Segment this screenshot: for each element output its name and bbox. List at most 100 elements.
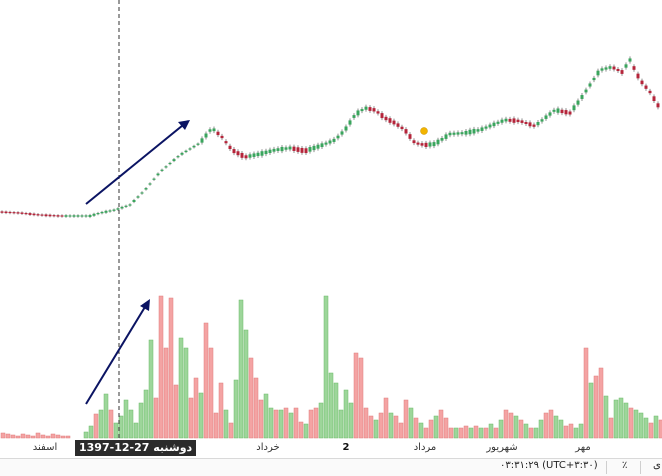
price-candle bbox=[240, 150, 244, 160]
price-candle bbox=[392, 118, 396, 127]
volume-bar bbox=[463, 425, 469, 439]
volume-bar bbox=[228, 422, 234, 439]
volume-bar bbox=[403, 399, 409, 439]
volume-bar bbox=[628, 407, 634, 439]
price-candle bbox=[92, 212, 96, 217]
price-candle bbox=[572, 103, 576, 113]
price-candle bbox=[4, 210, 8, 215]
volume-bar bbox=[163, 347, 169, 439]
price-candle bbox=[76, 214, 80, 218]
volume-bar bbox=[503, 409, 509, 439]
price-candle bbox=[224, 139, 228, 146]
price-candle bbox=[204, 131, 208, 140]
volume-bar bbox=[658, 419, 662, 439]
price-candle bbox=[316, 142, 320, 151]
volume-bar bbox=[513, 415, 519, 439]
price-candle bbox=[52, 214, 56, 218]
volume-bar bbox=[203, 322, 209, 439]
volume-bar bbox=[248, 357, 254, 439]
volume-bar bbox=[83, 431, 89, 439]
clock-timezone-button[interactable]: ۰۳:۳۱:۲۹ (UTC+۳:۳۰) bbox=[500, 460, 598, 471]
price-candle bbox=[424, 140, 428, 149]
price-candle bbox=[120, 205, 124, 210]
volume-bar bbox=[118, 415, 124, 439]
log-scale-button[interactable]: ی bbox=[653, 460, 661, 471]
price-candle bbox=[628, 56, 632, 64]
price-candle bbox=[608, 64, 612, 71]
trend-arrow-volume[interactable] bbox=[85, 301, 149, 405]
volume-bar bbox=[15, 435, 21, 439]
price-candle bbox=[0, 210, 4, 214]
volume-bar bbox=[528, 427, 534, 439]
volume-bar bbox=[483, 427, 489, 439]
volume-bar bbox=[93, 413, 99, 439]
volume-bar bbox=[233, 379, 239, 439]
event-marker[interactable] bbox=[420, 127, 428, 135]
price-candle bbox=[296, 145, 300, 154]
price-candle bbox=[524, 119, 528, 127]
volume-bar bbox=[98, 409, 104, 439]
price-candle bbox=[176, 155, 180, 159]
volume-bar bbox=[20, 433, 26, 439]
volume-bar bbox=[45, 435, 51, 439]
time-axis-tick: 2 bbox=[342, 442, 350, 453]
price-candle bbox=[428, 140, 432, 149]
price-candle bbox=[80, 214, 84, 218]
price-candle bbox=[232, 147, 236, 156]
price-candle bbox=[640, 78, 644, 87]
price-candle bbox=[148, 182, 152, 186]
price-candle bbox=[88, 213, 92, 219]
price-candle bbox=[60, 214, 64, 218]
volume-bar bbox=[473, 425, 479, 439]
price-candle bbox=[172, 158, 176, 163]
percent-scale-button[interactable]: ٪ bbox=[622, 460, 628, 471]
price-candle bbox=[364, 104, 368, 112]
volume-bar bbox=[633, 409, 639, 439]
price-candle bbox=[144, 186, 148, 191]
volume-bar bbox=[283, 407, 289, 439]
time-axis-tick: مهر bbox=[575, 442, 591, 453]
volume-bar bbox=[298, 421, 304, 439]
price-candle bbox=[196, 142, 200, 146]
price-candle bbox=[228, 143, 232, 152]
price-chart[interactable] bbox=[0, 0, 662, 440]
price-candle bbox=[408, 132, 412, 141]
volume-bar bbox=[523, 423, 529, 439]
price-candle bbox=[288, 144, 292, 152]
price-candle bbox=[100, 210, 104, 215]
price-candle bbox=[252, 151, 256, 159]
trend-arrow-price[interactable] bbox=[85, 120, 189, 205]
price-candle bbox=[268, 147, 272, 155]
volume-bar bbox=[408, 407, 414, 439]
price-candle bbox=[96, 211, 100, 216]
volume-bar bbox=[518, 419, 524, 439]
volume-bar bbox=[188, 397, 194, 439]
price-candle bbox=[132, 198, 136, 204]
price-candle bbox=[368, 105, 372, 113]
volume-bar bbox=[40, 434, 46, 439]
volume-bar bbox=[243, 329, 249, 439]
volume-bar bbox=[318, 402, 324, 439]
price-candle bbox=[504, 116, 508, 124]
volume-bar bbox=[333, 382, 339, 439]
price-candle bbox=[556, 106, 560, 115]
price-candle bbox=[384, 114, 388, 123]
volume-bar bbox=[88, 425, 94, 439]
price-candle bbox=[452, 130, 456, 137]
price-candle bbox=[576, 98, 580, 107]
price-candle bbox=[264, 148, 268, 157]
price-candle bbox=[472, 126, 476, 136]
volume-bar bbox=[218, 382, 224, 439]
price-candle bbox=[304, 146, 308, 156]
price-candle bbox=[520, 118, 524, 125]
price-candle bbox=[468, 127, 472, 137]
price-candle bbox=[12, 211, 16, 215]
price-candle bbox=[372, 106, 376, 114]
price-candle bbox=[588, 81, 592, 89]
price-candle bbox=[484, 124, 488, 131]
volume-bar bbox=[138, 402, 144, 439]
price-candle bbox=[188, 147, 192, 151]
time-axis-tick: خرداد bbox=[256, 442, 280, 453]
price-candle bbox=[560, 107, 564, 116]
price-candle bbox=[244, 153, 248, 161]
